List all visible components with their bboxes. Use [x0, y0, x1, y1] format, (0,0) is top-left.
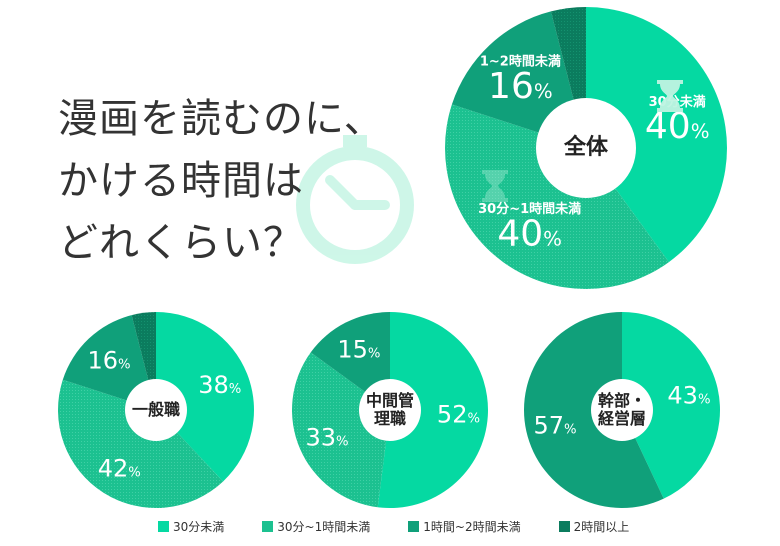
pie-chart: 43% 57% — [523, 312, 720, 508]
pie-slice — [586, 7, 727, 263]
hourglass-shape — [482, 170, 508, 202]
legend-item: 30分~1時間未満 — [262, 518, 370, 535]
legend-item: 1時間~2時間未満 — [408, 518, 521, 535]
stopwatch-icon — [296, 135, 414, 264]
pie-hole — [125, 379, 187, 441]
hourglass-icon — [657, 80, 683, 112]
legend-swatch — [158, 521, 169, 532]
data-label: 40% — [645, 106, 710, 147]
data-label: 57% — [534, 411, 577, 439]
data-label: 42% — [98, 454, 141, 482]
hourglass-shape — [657, 80, 683, 112]
pie-center-title: 中間管理職 — [365, 391, 414, 428]
pie-slice — [377, 312, 489, 508]
pie-center-title: 幹部・経営層 — [597, 391, 646, 428]
pie-chart: 52% 33% 15% — [292, 312, 489, 508]
legend-label: 30分未満 — [173, 520, 225, 534]
pie-hole — [536, 98, 636, 198]
legend-label: 2時間以上 — [573, 520, 630, 534]
legend-label: 1時間~2時間未満 — [423, 520, 521, 534]
legend-label: 30分~1時間未満 — [277, 520, 371, 534]
hourglass-icon — [482, 170, 508, 202]
legend-item: 2時間以上 — [558, 518, 630, 535]
data-label: 15% — [337, 335, 380, 363]
pie-slice — [62, 315, 156, 410]
pie-slice — [622, 312, 720, 499]
category-label: 1~2時間未満 — [480, 54, 561, 70]
legend: 30分未満 30分~1時間未満 1時間~2時間未満 2時間以上 — [158, 518, 629, 535]
title-line: 漫画を読むのに、 — [58, 96, 385, 142]
data-label: 40% — [497, 213, 562, 254]
pie-hole — [359, 379, 421, 441]
data-label: 43% — [667, 381, 710, 409]
pie-slice — [292, 352, 390, 508]
legend-swatch — [408, 521, 420, 532]
legend-swatch — [262, 521, 274, 532]
pie-slice — [57, 379, 224, 508]
data-label: 52% — [437, 401, 480, 429]
category-label: 30分~1時間未満 — [478, 201, 581, 217]
data-label: 16% — [88, 346, 131, 374]
page-title: 漫画を読むのに、 かける時間は どれくらい？ — [58, 88, 385, 274]
pie-slice — [156, 312, 254, 482]
title-line: どれくらい？ — [58, 220, 304, 266]
pie-chart: 38% 42% 16% — [57, 312, 254, 508]
data-label: 33% — [306, 424, 349, 452]
legend-item: 30分未満 — [158, 518, 224, 535]
legend-swatch — [558, 521, 570, 532]
pie-slice — [445, 104, 669, 289]
pie-slice — [310, 312, 390, 410]
pie-center-title: 全体 — [563, 135, 608, 160]
data-label: 38% — [198, 371, 241, 399]
pie-hole — [591, 379, 653, 441]
pie-center-title: 一般職 — [131, 400, 180, 419]
title-line: かける時間は — [58, 158, 304, 204]
data-label: 16% — [488, 66, 553, 107]
